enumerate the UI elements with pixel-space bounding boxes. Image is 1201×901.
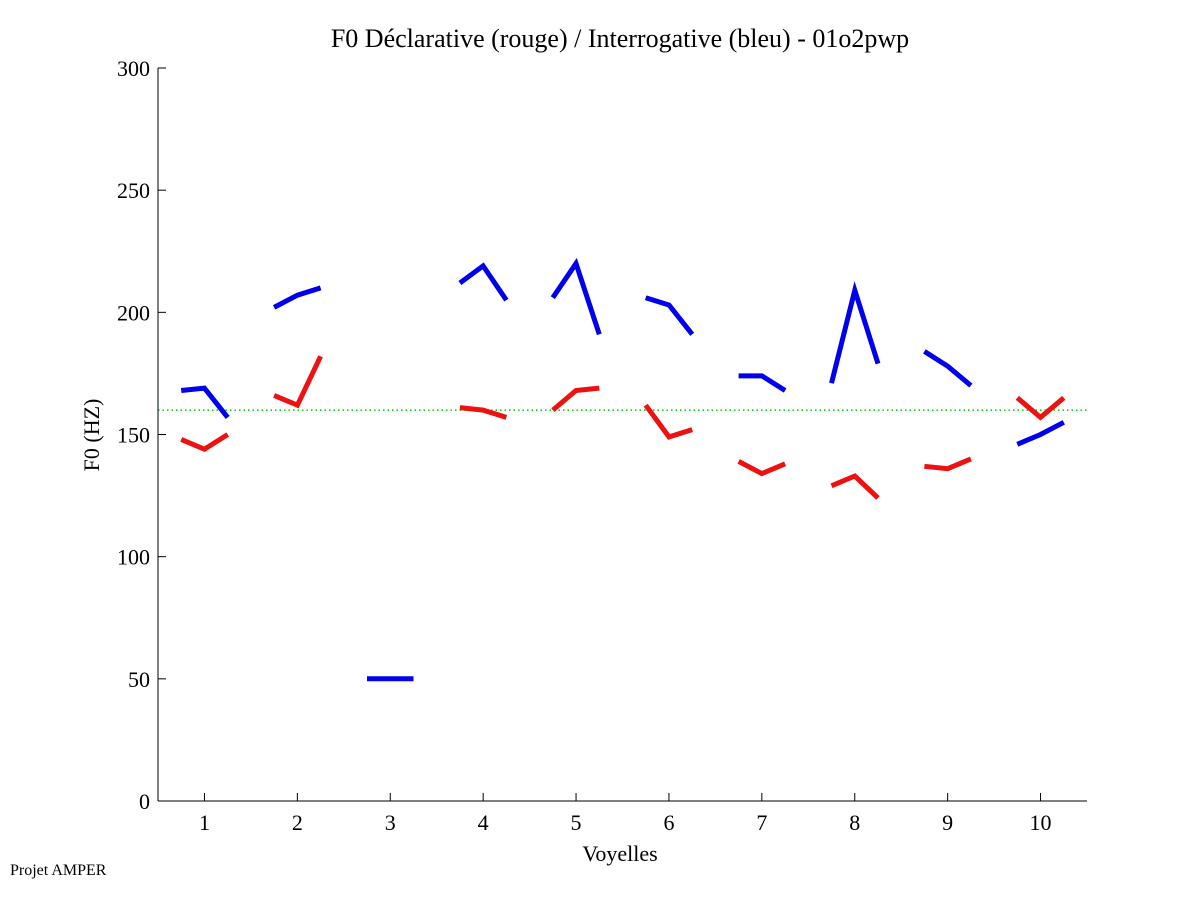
plot-area: [158, 257, 1087, 682]
y-tick-label-100: 100: [117, 545, 150, 570]
declarative-segment-8: [924, 456, 972, 472]
interrogative-segment-8: [829, 281, 881, 384]
x-tick-label-9: 9: [942, 810, 953, 835]
y-tick-label-300: 300: [117, 56, 150, 81]
declarative-segment-1: [180, 432, 230, 453]
declarative-segment-3: [459, 405, 508, 420]
y-tick-label-50: 50: [128, 667, 150, 692]
interrogative-segment-9: [923, 349, 973, 388]
x-axis-title: Voyelles: [582, 841, 657, 866]
x-tick-label-4: 4: [478, 810, 489, 835]
interrogative-segment-5: [550, 257, 602, 336]
x-tick-label-10: 10: [1030, 810, 1052, 835]
x-tick-label-3: 3: [385, 810, 396, 835]
y-axis-title: F0 (HZ): [79, 399, 104, 472]
footer-note: Projet AMPER: [10, 862, 107, 879]
axes: 0 50 100 150 200 250 300 1 2 3 4 5 6 7 8 9 10: [117, 56, 1087, 835]
interrogative-segment-10: [1016, 420, 1065, 447]
x-tick-label-5: 5: [571, 810, 582, 835]
interrogative-segment-2: [272, 285, 322, 310]
interrogative-segment-4: [458, 262, 509, 302]
chart-title: F0 Déclarative (rouge) / Interrogative (…: [331, 24, 909, 53]
x-tick-label-6: 6: [663, 810, 674, 835]
y-tick-label-0: 0: [139, 789, 150, 814]
y-tick-label-150: 150: [117, 423, 150, 448]
declarative-segment-7: [830, 473, 880, 500]
x-tick-label-8: 8: [849, 810, 860, 835]
interrogative-segment-7: [738, 373, 787, 393]
x-tick-label-1: 1: [199, 810, 210, 835]
x-tick-label-7: 7: [756, 810, 767, 835]
interrogative-segment-1: [180, 385, 230, 419]
declarative-segment-5: [643, 403, 693, 440]
declarative-segment-6: [737, 459, 787, 477]
interrogative-segment-6: [644, 295, 695, 336]
declarative-segment-2: [273, 355, 323, 409]
y-tick-label-250: 250: [117, 178, 150, 203]
declarative-segment-4: [551, 385, 600, 413]
y-tick-label-200: 200: [117, 300, 150, 325]
x-tick-label-2: 2: [292, 810, 303, 835]
declarative-segment-9: [1015, 395, 1066, 421]
